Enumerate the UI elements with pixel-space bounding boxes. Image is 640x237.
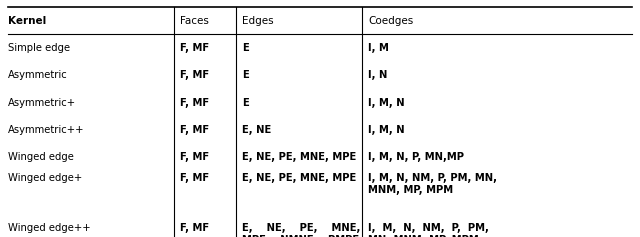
Text: E,    NE,    PE,    MNE,
MPE,   NMNE,   PMPE,
MPMPE, MNMNE: E, NE, PE, MNE, MPE, NMNE, PMPE, MPMPE, … bbox=[242, 223, 363, 237]
Text: Kernel: Kernel bbox=[8, 16, 46, 26]
Text: F, MF: F, MF bbox=[180, 70, 210, 80]
Text: I, N: I, N bbox=[368, 70, 387, 80]
Text: Winged edge++: Winged edge++ bbox=[8, 223, 90, 233]
Text: E, NE, PE, MNE, MPE: E, NE, PE, MNE, MPE bbox=[242, 152, 356, 162]
Text: Winged edge+: Winged edge+ bbox=[8, 173, 82, 183]
Text: Edges: Edges bbox=[242, 16, 273, 26]
Text: Winged edge: Winged edge bbox=[8, 152, 74, 162]
Text: F, MF: F, MF bbox=[180, 97, 210, 108]
Text: F, MF: F, MF bbox=[180, 173, 210, 183]
Text: I,  M,  N,  NM,  P,  PM,
MN, MNM, MP, MPM,
NMN,   PMP,   MPMP,
MNMN: I, M, N, NM, P, PM, MN, MNM, MP, MPM, NM… bbox=[368, 223, 489, 237]
Text: I, M, N: I, M, N bbox=[368, 97, 404, 108]
Text: E, NE: E, NE bbox=[242, 125, 271, 135]
Text: E, NE, PE, MNE, MPE: E, NE, PE, MNE, MPE bbox=[242, 173, 356, 183]
Text: I, M, N, NM, P, PM, MN,
MNM, MP, MPM: I, M, N, NM, P, PM, MN, MNM, MP, MPM bbox=[368, 173, 497, 196]
Text: Asymmetric++: Asymmetric++ bbox=[8, 125, 84, 135]
Text: F, MF: F, MF bbox=[180, 152, 210, 162]
Text: Faces: Faces bbox=[180, 16, 209, 26]
Text: E: E bbox=[242, 43, 249, 53]
Text: F, MF: F, MF bbox=[180, 125, 210, 135]
Text: Asymmetric+: Asymmetric+ bbox=[8, 97, 76, 108]
Text: E: E bbox=[242, 97, 249, 108]
Text: Asymmetric: Asymmetric bbox=[8, 70, 67, 80]
Text: Simple edge: Simple edge bbox=[8, 43, 70, 53]
Text: I, M: I, M bbox=[368, 43, 389, 53]
Text: Coedges: Coedges bbox=[368, 16, 413, 26]
Text: E: E bbox=[242, 70, 249, 80]
Text: F, MF: F, MF bbox=[180, 43, 210, 53]
Text: I, M, N: I, M, N bbox=[368, 125, 404, 135]
Text: F, MF: F, MF bbox=[180, 223, 210, 233]
Text: I, M, N, P, MN,MP: I, M, N, P, MN,MP bbox=[368, 152, 464, 162]
